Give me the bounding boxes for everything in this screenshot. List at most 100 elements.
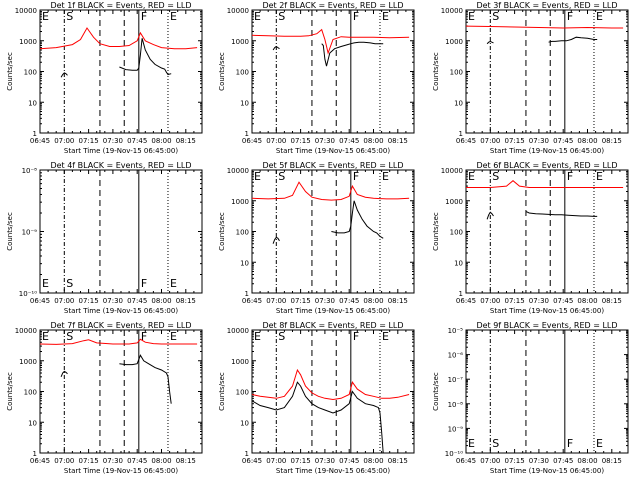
x-tick-label: 07:30 — [103, 297, 123, 305]
y-tick-label: 10⁻⁸ — [448, 401, 464, 409]
events-series-line — [119, 38, 172, 76]
events-series-line — [548, 36, 598, 43]
x-axis-label: Start Time (19-Nov-15 06:45:00) — [276, 147, 390, 155]
event-marker-label: S — [278, 170, 285, 183]
event-marker-label: F — [567, 170, 573, 183]
panel-title: Det 8f BLACK = Events, RED = LLD — [262, 321, 403, 330]
y-tick-label: 10⁻⁸ — [22, 167, 38, 175]
y-axis-label: Counts/sec — [218, 372, 226, 411]
x-tick-label: 06:45 — [242, 297, 262, 305]
y-axis-label: Counts/sec — [6, 212, 14, 251]
x-tick-label: 06:45 — [456, 297, 476, 305]
x-tick-label: 08:00 — [151, 457, 171, 465]
y-tick-label: 1000 — [445, 38, 463, 46]
detector-panel-3: Det 3f BLACK = Events, RED = LLD 1 10 100 10… — [432, 1, 629, 155]
y-tick-label: 10⁻¹⁰ — [445, 450, 463, 458]
y-tick-label: 10000 — [227, 327, 249, 335]
events-series-line — [272, 45, 280, 51]
detector-panel-2: Det 2f BLACK = Events, RED = LLD 1 10 100 10… — [218, 1, 415, 155]
events-series-line — [272, 236, 280, 244]
y-tick-label: 10⁻¹⁰ — [19, 290, 37, 298]
y-tick-label: 10 — [28, 99, 37, 107]
lld-series-line — [40, 338, 198, 345]
x-tick-label: 08:15 — [602, 297, 622, 305]
x-tick-label: 08:15 — [602, 457, 622, 465]
x-tick-label: 07:45 — [127, 457, 147, 465]
y-tick-label: 10000 — [15, 327, 37, 335]
event-marker-label: F — [141, 330, 147, 343]
event-marker-label: E — [42, 330, 49, 343]
events-series-line — [252, 381, 384, 453]
y-axis-label: Counts/sec — [432, 52, 440, 91]
x-tick-label: 07:15 — [79, 457, 99, 465]
x-axis-label: Start Time (19-Nov-15 06:45:00) — [276, 307, 390, 315]
x-tick-label: 08:15 — [602, 137, 622, 145]
event-marker-label: E — [42, 277, 49, 290]
x-tick-label: 07:30 — [315, 457, 335, 465]
panel-title: Det 5f BLACK = Events, RED = LLD — [262, 161, 403, 170]
x-tick-label: 07:45 — [339, 137, 359, 145]
y-axis-label: Counts/sec — [432, 372, 440, 411]
detector-panel-1: Det 1f BLACK = Events, RED = LLD 1 10 100 10… — [6, 1, 203, 155]
x-tick-label: 07:00 — [266, 457, 286, 465]
y-tick-label: 10 — [240, 99, 249, 107]
y-tick-label: 10 — [28, 419, 37, 427]
y-tick-label: 10000 — [227, 7, 249, 15]
event-marker-label: E — [254, 170, 261, 183]
x-tick-label: 08:00 — [363, 137, 383, 145]
x-tick-label: 08:00 — [577, 297, 597, 305]
event-marker-label: E — [468, 170, 475, 183]
y-tick-label: 1000 — [231, 198, 249, 206]
event-marker-label: E — [170, 277, 177, 290]
y-tick-label: 10 — [454, 259, 463, 267]
x-axis-label: Start Time (19-Nov-15 06:45:00) — [490, 147, 604, 155]
x-tick-label: 08:15 — [176, 137, 196, 145]
detector-panel-8: Det 8f BLACK = Events, RED = LLD 1 10 100 10… — [218, 321, 415, 475]
detector-panel-9: Det 9f BLACK = Events, RED = LLD 10⁻¹⁰ 10⁻… — [432, 321, 629, 475]
event-marker-label: E — [42, 10, 49, 23]
y-tick-label: 1 — [33, 450, 37, 458]
x-tick-label: 06:45 — [30, 297, 50, 305]
events-series-line — [321, 41, 384, 67]
x-tick-label: 07:30 — [529, 137, 549, 145]
x-tick-label: 07:00 — [54, 297, 74, 305]
panel-title: Det 6f BLACK = Events, RED = LLD — [476, 161, 617, 170]
series-group — [252, 181, 410, 244]
x-tick-label: 07:15 — [291, 137, 311, 145]
x-tick-label: 08:00 — [363, 297, 383, 305]
y-tick-label: 10000 — [441, 7, 463, 15]
y-tick-label: 100 — [450, 69, 463, 77]
y-axis-label: Counts/sec — [432, 212, 440, 251]
y-tick-label: 10 — [240, 259, 249, 267]
x-tick-label: 07:30 — [103, 457, 123, 465]
x-tick-label: 07:45 — [553, 137, 573, 145]
x-tick-label: 07:00 — [54, 457, 74, 465]
y-tick-label: 1 — [245, 450, 249, 458]
y-axis-label: Counts/sec — [218, 52, 226, 91]
y-tick-label: 1 — [459, 130, 463, 138]
x-axis-label: Start Time (19-Nov-15 06:45:00) — [64, 467, 178, 475]
series-group — [466, 25, 624, 45]
x-axis-label: Start Time (19-Nov-15 06:45:00) — [64, 307, 178, 315]
event-marker-label: S — [66, 330, 73, 343]
y-tick-label: 10⁻⁹ — [22, 229, 38, 237]
y-tick-label: 10000 — [441, 167, 463, 175]
x-tick-label: 08:00 — [151, 297, 171, 305]
event-marker-label: S — [278, 330, 285, 343]
x-tick-label: 07:45 — [553, 297, 573, 305]
event-marker-label: E — [382, 330, 389, 343]
series-group — [466, 180, 624, 220]
event-marker-label: S — [492, 10, 499, 23]
x-tick-label: 07:15 — [505, 297, 525, 305]
x-tick-label: 07:00 — [480, 457, 500, 465]
y-tick-label: 1000 — [19, 38, 37, 46]
x-tick-label: 07:30 — [529, 297, 549, 305]
y-axis-label: Counts/sec — [6, 52, 14, 91]
events-series-line — [525, 210, 598, 217]
event-marker-label: F — [567, 437, 573, 450]
event-marker-label: S — [278, 10, 285, 23]
events-series-line — [486, 211, 494, 220]
series-group — [40, 27, 198, 78]
y-axis-label: Counts/sec — [6, 372, 14, 411]
x-tick-label: 07:00 — [480, 297, 500, 305]
